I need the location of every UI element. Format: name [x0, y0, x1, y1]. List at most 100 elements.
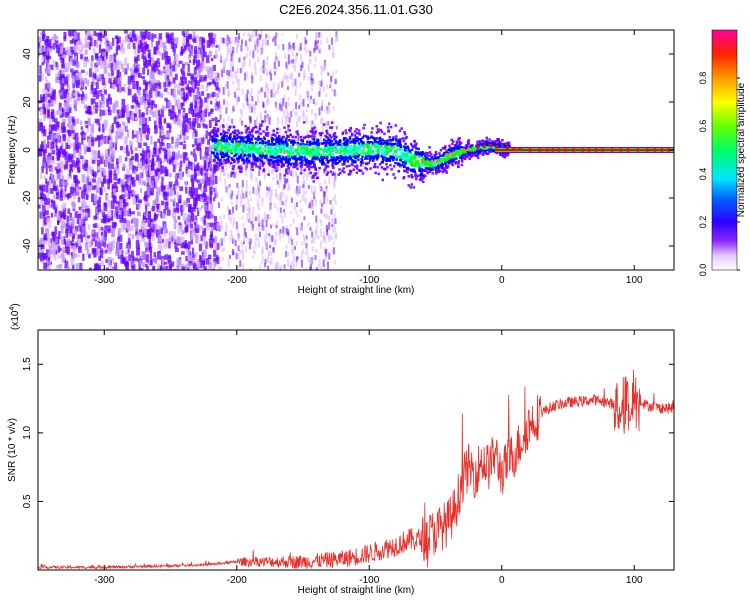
heatmap-cell	[41, 36, 45, 42]
heatmap-cell	[302, 184, 305, 188]
heatmap-cell	[229, 132, 232, 136]
heatmap-cell	[40, 185, 44, 195]
heatmap-cell	[264, 67, 267, 71]
heatmap-cell	[181, 266, 186, 270]
heatmap-cell	[190, 193, 193, 199]
heatmap-cell	[218, 202, 221, 209]
heatmap-cell	[228, 48, 231, 55]
heatmap-cell	[171, 235, 174, 242]
heatmap-cell	[176, 207, 180, 214]
heatmap-cell	[166, 34, 169, 38]
heatmap-cell	[93, 152, 98, 162]
heatmap-cell	[225, 186, 228, 194]
heatmap-cell	[467, 152, 470, 156]
heatmap-cell	[172, 231, 176, 238]
heatmap-cell	[254, 68, 257, 76]
heatmap-cell	[210, 222, 214, 227]
heatmap-cell	[47, 82, 51, 89]
heatmap-cell	[143, 100, 148, 110]
heatmap-cell	[38, 122, 43, 132]
heatmap-cell	[248, 106, 251, 114]
heatmap-cell	[266, 116, 269, 122]
heatmap-cell	[147, 157, 151, 167]
heatmap-cell	[107, 94, 111, 102]
heatmap-cell	[61, 122, 66, 130]
heatmap-cell	[49, 45, 53, 49]
heatmap-cell	[189, 51, 192, 56]
heatmap-cell	[307, 185, 310, 189]
heatmap-cell	[280, 104, 283, 112]
heatmap-cell	[41, 166, 44, 173]
heatmap-cell	[240, 44, 243, 52]
heatmap-cell	[95, 172, 99, 176]
heatmap-cell	[323, 168, 327, 172]
heatmap-cell	[235, 137, 238, 140]
heatmap-cell	[54, 118, 58, 124]
heatmap-cell	[341, 132, 345, 136]
heatmap-cell	[86, 237, 89, 244]
heatmap-cell	[325, 37, 328, 44]
heatmap-cell	[324, 134, 327, 138]
heatmap-cell	[321, 66, 324, 71]
heatmap-cell	[412, 153, 416, 156]
heatmap-cell	[334, 233, 337, 240]
heatmap-cell	[180, 69, 185, 75]
heatmap-cell	[84, 49, 88, 55]
heatmap-cell	[391, 138, 395, 142]
heatmap-cell	[248, 209, 251, 217]
heatmap-cell	[170, 198, 173, 202]
heatmap-cell	[399, 159, 403, 162]
heatmap-cell	[197, 123, 201, 128]
heatmap-cell	[167, 81, 172, 86]
heatmap-cell	[343, 161, 346, 165]
heatmap-cell	[279, 100, 282, 106]
heatmap-cell	[322, 191, 325, 198]
heatmap-cell	[99, 40, 103, 44]
heatmap-cell	[358, 147, 361, 151]
heatmap-cell	[380, 130, 384, 134]
heatmap-cell	[157, 138, 161, 143]
heatmap-cell	[41, 57, 45, 66]
heatmap-cell	[425, 156, 429, 160]
heatmap-cell	[91, 55, 94, 61]
heatmap-cell	[397, 141, 400, 145]
heatmap-cell	[264, 156, 267, 163]
heatmap-cell	[100, 152, 103, 158]
heatmap-cell	[344, 129, 348, 132]
heatmap-cell	[190, 237, 194, 245]
heatmap-cell	[159, 142, 163, 150]
heatmap-cell	[197, 259, 201, 264]
heatmap-cell	[248, 115, 251, 120]
heatmap-cell	[160, 228, 163, 235]
heatmap-cell	[161, 239, 165, 243]
heatmap-cell	[312, 148, 316, 152]
heatmap-cell	[265, 219, 268, 228]
heatmap-cell	[192, 108, 196, 114]
heatmap-cell	[149, 85, 154, 91]
heatmap-cell	[81, 212, 85, 219]
heatmap-cell	[71, 219, 75, 228]
heatmap-cell	[143, 55, 147, 60]
heatmap-cell	[302, 98, 305, 107]
heatmap-cell	[69, 143, 73, 147]
heatmap-cell	[380, 145, 383, 148]
heatmap-cell	[288, 102, 291, 106]
heatmap-cell	[58, 147, 63, 155]
heatmap-cell	[128, 174, 132, 181]
heatmap-cell	[42, 211, 45, 217]
heatmap-cell	[67, 84, 70, 92]
heatmap-cell	[112, 83, 115, 90]
heatmap-cell	[53, 213, 58, 218]
heatmap-cell	[412, 186, 416, 189]
heatmap-cell	[84, 86, 87, 90]
heatmap-cell	[59, 190, 63, 198]
heatmap-cell	[267, 257, 270, 263]
heatmap-cell	[39, 252, 43, 262]
heatmap-cell	[231, 137, 235, 141]
heatmap-cell	[109, 82, 113, 89]
heatmap-cell	[237, 187, 240, 193]
heatmap-cell	[191, 144, 195, 148]
heatmap-cell	[320, 220, 323, 227]
heatmap-cell	[127, 232, 132, 238]
heatmap-cell	[327, 72, 330, 76]
